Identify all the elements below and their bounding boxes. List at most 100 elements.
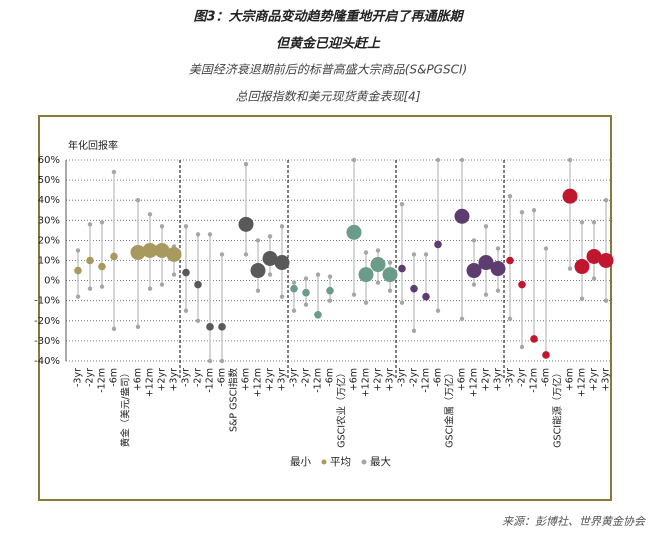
average-dot xyxy=(478,255,494,271)
y-tick-label: 30% xyxy=(38,215,60,226)
dot xyxy=(519,210,525,215)
dot xyxy=(195,232,201,237)
x-tick-label: +3yr xyxy=(601,368,612,392)
y-tick-label: 0% xyxy=(44,276,60,287)
dot xyxy=(327,274,333,279)
average-dot xyxy=(218,323,226,331)
average-dot xyxy=(454,208,470,224)
average-dot xyxy=(410,284,418,293)
x-tick-label: -3yr xyxy=(397,368,408,387)
x-tick-label: GSCI农业（万亿） xyxy=(336,368,348,448)
x-tick-label: -2yr xyxy=(409,368,420,387)
x-tick-label: -2yr xyxy=(517,368,528,387)
dot xyxy=(135,324,141,330)
x-tick-label: -3yr xyxy=(505,368,516,387)
x-tick-label: +2yr xyxy=(481,368,492,392)
average-dot xyxy=(574,259,590,275)
average-dot xyxy=(598,253,614,268)
average-dot xyxy=(238,216,254,232)
dot xyxy=(171,272,177,277)
dot xyxy=(303,302,309,307)
source: 来源：彭博社、世界黄金协会 xyxy=(502,515,646,528)
subtitle: 总回报指数和美元现货黄金表现[4] xyxy=(236,90,421,104)
dot xyxy=(303,276,309,281)
average-dot xyxy=(358,267,374,283)
x-tick-label: 黄金（美元/盎司） xyxy=(120,368,132,447)
average-dot xyxy=(154,242,170,258)
dot xyxy=(435,308,441,313)
y-label: 年化回报率 xyxy=(68,139,118,152)
dot xyxy=(351,157,357,163)
dot xyxy=(87,222,93,227)
average-dot xyxy=(562,188,578,204)
legend-label: 最大 xyxy=(370,455,391,468)
average-dot xyxy=(370,257,386,273)
legend-marker xyxy=(321,459,327,465)
dot xyxy=(291,280,297,285)
y-tick-label: -10% xyxy=(34,296,60,307)
dot xyxy=(543,246,549,251)
x-tick-label: +6m xyxy=(241,368,252,391)
dot xyxy=(111,326,117,332)
dot xyxy=(507,316,513,321)
y-tick-label: -30% xyxy=(34,336,60,347)
x-tick-label: GSCI能源（万亿） xyxy=(552,368,564,448)
dot xyxy=(219,358,225,364)
x-tick-label: -2yr xyxy=(301,368,312,387)
x-tick-label: +3yr xyxy=(277,368,288,392)
average-dot xyxy=(110,252,118,261)
dot xyxy=(327,298,333,303)
average-dot xyxy=(490,261,506,277)
average-dot xyxy=(274,255,290,271)
dot xyxy=(147,212,153,217)
average-dot xyxy=(398,264,406,273)
x-tick-label: S&P GSCI指数 xyxy=(228,368,240,433)
dot xyxy=(267,234,273,239)
x-tick-label: -6m xyxy=(109,368,120,387)
dot xyxy=(495,246,501,251)
x-tick-label: -6m xyxy=(433,368,444,387)
dot xyxy=(375,248,381,253)
x-tick-label: +12m xyxy=(253,368,264,397)
dot xyxy=(243,161,249,167)
dot xyxy=(579,220,585,225)
dot xyxy=(147,286,153,291)
x-tick-label: -12m xyxy=(529,368,540,393)
dot xyxy=(363,250,369,255)
legend-marker xyxy=(361,459,367,465)
dot xyxy=(471,282,477,287)
x-tick-label: +12m xyxy=(577,368,588,397)
x-tick-label: +2yr xyxy=(589,368,600,392)
y-tick-label: -20% xyxy=(34,316,60,327)
dot xyxy=(519,344,525,350)
x-tick-label: -3yr xyxy=(181,368,192,387)
average-dot xyxy=(586,248,602,264)
dot xyxy=(183,224,189,229)
y-tick-label: 40% xyxy=(38,195,60,206)
dot xyxy=(363,300,369,305)
dot xyxy=(99,220,105,225)
dot xyxy=(591,276,597,281)
average-dot xyxy=(130,244,146,260)
x-tick-label: +3yr xyxy=(493,368,504,392)
dot xyxy=(459,157,465,163)
x-tick-label: +6m xyxy=(565,368,576,391)
average-dot xyxy=(466,263,482,279)
dot xyxy=(267,272,273,277)
y-tick-label: 60% xyxy=(38,155,60,166)
average-dot xyxy=(194,280,202,289)
x-tick-label: -6m xyxy=(325,368,336,387)
dot xyxy=(591,220,597,225)
x-tick-label: +2yr xyxy=(265,368,276,392)
dot xyxy=(315,272,321,277)
average-dot xyxy=(302,288,310,297)
y-tick-label: 20% xyxy=(38,235,60,246)
x-tick-label: -2yr xyxy=(193,368,204,387)
average-dot xyxy=(206,323,214,331)
x-tick-label: -12m xyxy=(421,368,432,393)
x-tick-label: +6m xyxy=(133,368,144,391)
y-tick-label: 50% xyxy=(38,175,60,186)
dot xyxy=(207,358,213,364)
x-tick-label: -3yr xyxy=(73,368,84,387)
